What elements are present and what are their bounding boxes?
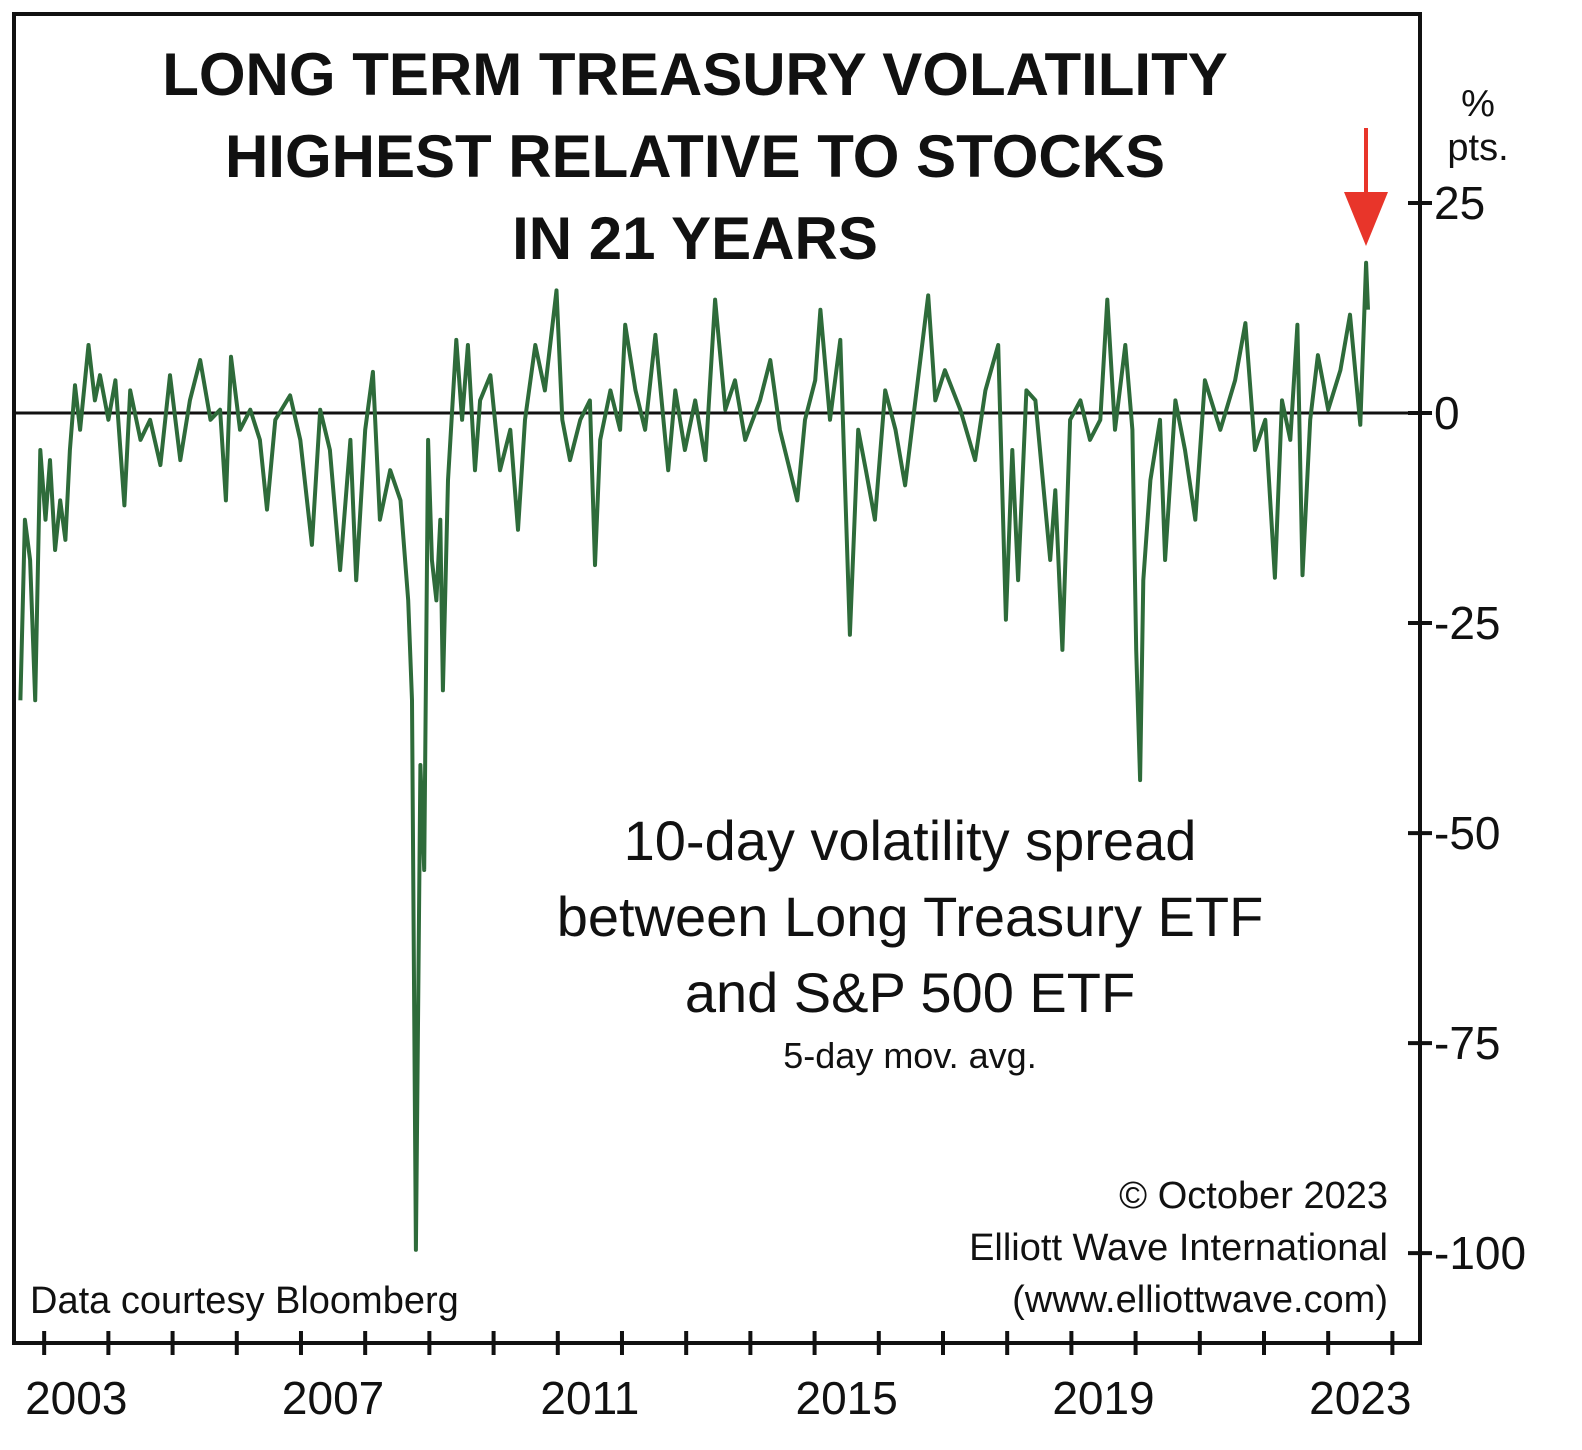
annotation-note: 5-day mov. avg. <box>783 1035 1036 1076</box>
y-tick-label: 0 <box>1434 387 1460 439</box>
title-line: LONG TERM TREASURY VOLATILITY <box>162 41 1228 108</box>
x-tick-label: 2019 <box>1052 1372 1154 1424</box>
y-tick-label: -25 <box>1434 597 1500 649</box>
y-tick-label: -75 <box>1434 1017 1500 1069</box>
annotation: and S&P 500 ETF <box>685 961 1135 1024</box>
data-line <box>18 260 1370 1252</box>
source: Data courtesy Bloomberg <box>30 1280 459 1322</box>
x-tick-label: 2003 <box>25 1372 127 1424</box>
y-tick-label: -100 <box>1434 1227 1526 1279</box>
x-tick-label: 2015 <box>796 1372 898 1424</box>
title-line: HIGHEST RELATIVE TO STOCKS <box>225 123 1165 190</box>
marks <box>14 260 1420 1252</box>
y-tick-label: -50 <box>1434 807 1500 859</box>
x-tick-label: 2023 <box>1309 1372 1411 1424</box>
annotation: between Long Treasury ETF <box>557 885 1264 948</box>
plot-frame <box>12 12 1422 1345</box>
y-unit: pts. <box>1447 127 1508 169</box>
x-tick-label: 2011 <box>540 1372 639 1424</box>
y-tick-label: 25 <box>1434 177 1485 229</box>
y-unit: % <box>1461 83 1495 125</box>
copyright: Elliott Wave International <box>969 1227 1388 1269</box>
title-line: IN 21 YEARS <box>512 205 878 272</box>
copyright: © October 2023 <box>1119 1175 1388 1217</box>
arrow-head <box>1344 192 1388 246</box>
x-tick-label: 2007 <box>282 1372 384 1424</box>
copyright: (www.elliottwave.com) <box>1012 1279 1388 1321</box>
annotation: 10-day volatility spread <box>624 809 1197 872</box>
